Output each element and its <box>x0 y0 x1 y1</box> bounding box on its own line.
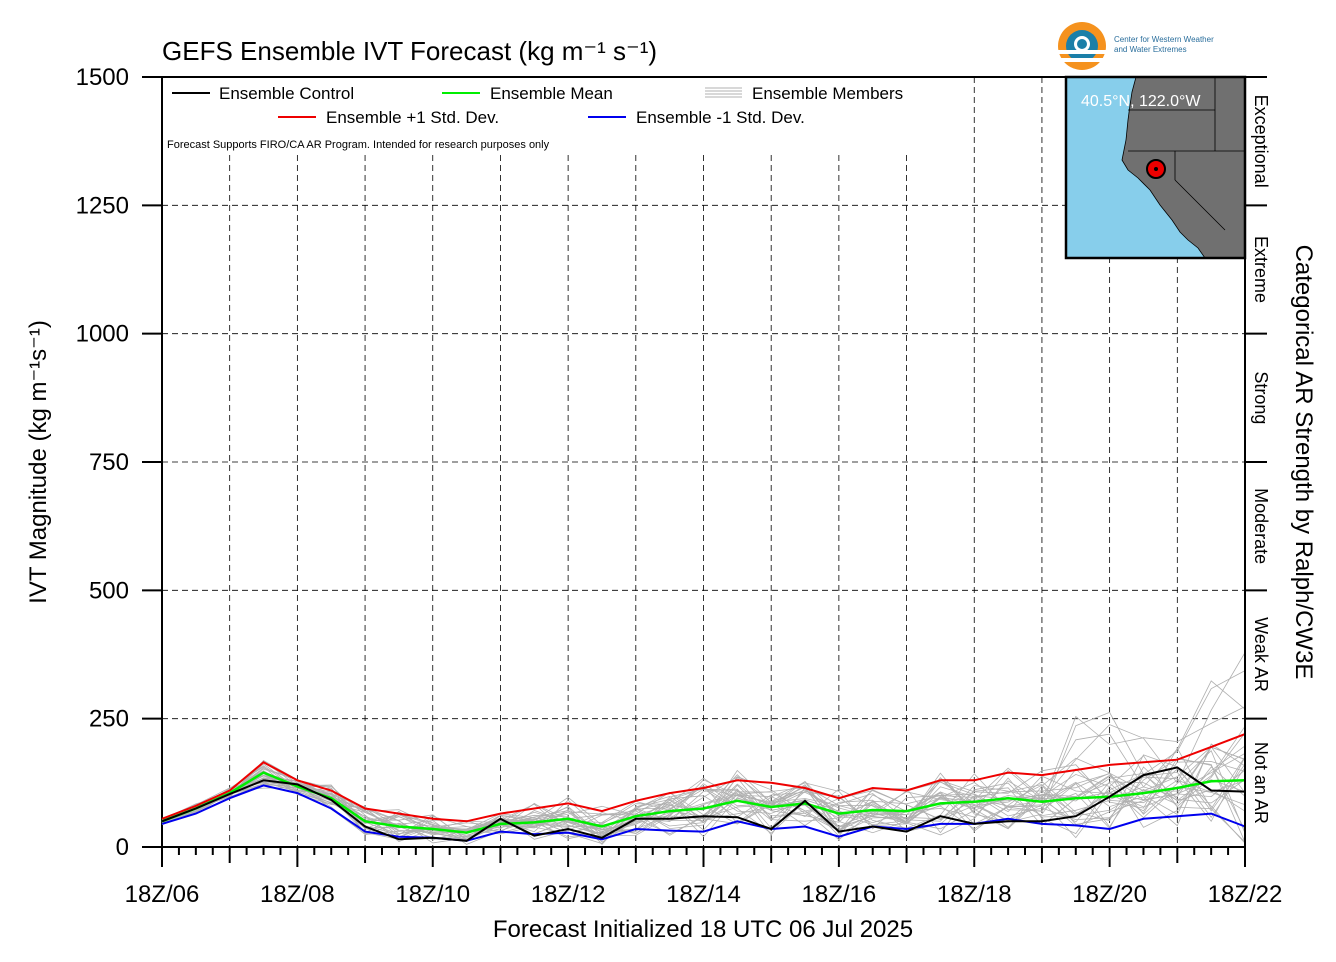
logo-text-line1: Center for Western Weather <box>1114 35 1214 44</box>
mean-line <box>161 771 1246 834</box>
ensemble-member-line <box>161 750 1246 838</box>
y-tick-label: 1250 <box>76 192 129 219</box>
plus-std-line <box>161 733 1246 823</box>
ensemble-member-line <box>161 753 1246 845</box>
cw3e-logo: Center for Western Weather and Water Ext… <box>1058 22 1214 70</box>
legend-label-members: Ensemble Members <box>752 84 903 103</box>
logo-text-line2: and Water Extremes <box>1114 45 1187 54</box>
category-label: Not an AR <box>1251 742 1271 824</box>
legend-label-plus-std: Ensemble +1 Std. Dev. <box>326 108 499 127</box>
grid-lines <box>162 77 1245 847</box>
x-tick-label: 18Z/22 <box>1208 881 1283 908</box>
category-label: Exceptional <box>1251 95 1271 188</box>
research-note: Forecast Supports FIRO/CA AR Program. In… <box>167 139 550 151</box>
ensemble-member-line <box>161 766 1246 832</box>
x-axis-title: Forecast Initialized 18 UTC 06 Jul 2025 <box>493 916 913 943</box>
y-tick-label: 1000 <box>76 321 129 348</box>
y-tick-label: 750 <box>89 449 129 476</box>
category-axis: Not an AR Weak AR Moderate Strong Extreme Exc… <box>1244 76 1271 847</box>
category-label: Moderate <box>1251 488 1271 564</box>
x-tick-label: 18Z/10 <box>395 881 470 908</box>
category-label: Extreme <box>1251 236 1271 303</box>
legend-label-minus-std: Ensemble -1 Std. Dev. <box>636 108 805 127</box>
x-tick-label: 18Z/12 <box>531 881 606 908</box>
y-tick-label: 0 <box>116 834 129 861</box>
chart-title: GEFS Ensemble IVT Forecast (kg m⁻¹ s⁻¹) <box>162 36 657 66</box>
x-tick-label: 18Z/18 <box>937 881 1012 908</box>
legend-swatch-members <box>705 87 742 98</box>
legend: Ensemble Control Ensemble Mean Ensemble … <box>167 84 903 151</box>
right-axis-title: Categorical AR Strength by Ralph/CW3E <box>1290 245 1317 680</box>
y-axis-title: IVT Magnitude (kg m⁻¹s⁻¹) <box>25 320 52 604</box>
x-tick-label: 18Z/14 <box>666 881 741 908</box>
series-group <box>161 733 1246 842</box>
x-tick-label: 18Z/20 <box>1072 881 1147 908</box>
minus-std-line <box>161 784 1246 842</box>
legend-label-control: Ensemble Control <box>219 84 354 103</box>
ensemble-member-line <box>161 757 1246 843</box>
inset-map: 40.5°N, 122.0°W <box>1064 75 1247 260</box>
x-axis: 18Z/06 18Z/08 18Z/10 18Z/12 18Z/14 18Z/16 18Z/… <box>125 847 1283 908</box>
control-line <box>161 766 1246 842</box>
land-mass <box>1121 76 1246 259</box>
legend-label-mean: Ensemble Mean <box>490 84 613 103</box>
y-axis: 0 250 500 750 1000 1250 1500 <box>76 64 162 861</box>
y-tick-label: 250 <box>89 706 129 733</box>
inset-location-label: 40.5°N, 122.0°W <box>1081 93 1201 110</box>
x-tick-label: 18Z/08 <box>260 881 335 908</box>
x-tick-label: 18Z/16 <box>802 881 877 908</box>
category-label: Weak AR <box>1251 617 1271 692</box>
y-tick-label: 500 <box>89 577 129 604</box>
x-tick-label: 18Z/06 <box>125 881 200 908</box>
ensemble-member-line <box>161 743 1246 839</box>
y-tick-label: 1500 <box>76 64 129 91</box>
category-label: Strong <box>1251 371 1271 424</box>
